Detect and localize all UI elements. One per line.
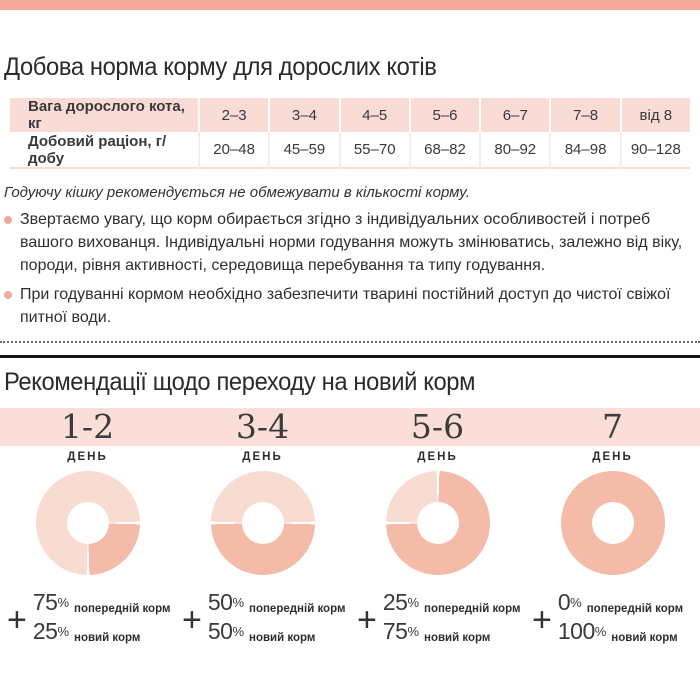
donut-chart-row [0,471,700,575]
prev-pct: 25 [382,589,408,615]
prev-label: попередній корм [424,603,521,615]
notes-list: Звертаємо увагу, що корм обирається згід… [4,208,694,329]
percentage-legend-row: + 75% попередній корм 25% новий корм + 5… [0,591,700,649]
new-label: новий корм [611,632,678,644]
table-cell: 68–82 [410,132,480,169]
table-cell: 55–70 [340,132,409,169]
legend-day-1-2: + 75% попередній корм 25% новий корм [0,591,175,649]
day-word: ДЕНЬ [417,451,458,463]
legend-day-3-4: + 50% попередній корм 50% новий корм [175,591,350,649]
percent-sign: % [594,624,607,639]
new-pct: 50 [207,618,233,644]
legend-day-5-6: + 25% попередній корм 75% новий корм [350,591,525,649]
bullet-dot-icon [4,216,12,224]
prev-label: попередній корм [74,603,171,615]
table-header-col: 5–6 [410,98,480,132]
donut-chart-day-5-6 [385,471,490,575]
list-item: Звертаємо увагу, що корм обирається згід… [4,208,694,277]
bullet-dot-icon [4,291,12,299]
day-number: 1-2 [60,407,115,446]
table-header-col: 6–7 [481,98,550,132]
nursing-cat-note: Годуючу кішку рекомендується не обмежува… [4,184,470,201]
table-header-col: 4–5 [340,98,409,132]
plus-icon: + [357,601,377,639]
prev-pct: 0 [557,589,571,615]
new-pct: 25 [32,618,58,644]
percent-sign: % [570,595,582,610]
table-cell: 20–48 [200,132,269,169]
table-cell: 45–59 [270,132,339,169]
section1-title: Добова норма корму для дорослих котів [4,53,437,81]
prev-label: попередній корм [586,603,684,615]
section-divider [0,355,700,358]
table-header-col: 2–3 [200,98,269,132]
day-number: 5-6 [410,407,465,446]
top-accent-bar [0,0,700,10]
day-word: ДЕНЬ [592,451,633,463]
new-pct: 100 [557,618,595,644]
bullet-text: При годуванні кормом необхідно забезпечи… [20,286,671,326]
legend-day-7: + 0% попередній корм 100% новий корм [525,591,700,649]
day-number: 7 [602,407,623,446]
donut-chart-day-3-4 [210,471,315,575]
new-pct: 75 [382,618,408,644]
day-number: 3-4 [235,407,290,446]
prev-pct: 75 [32,589,58,615]
new-label: новий корм [249,632,316,644]
percent-sign: % [57,624,70,639]
percent-sign: % [407,624,420,639]
plus-icon: + [182,601,202,639]
table-header-col: 7–8 [551,98,620,132]
percent-sign: % [57,595,70,610]
section2-title: Рекомендації щодо переходу на новий корм [4,368,476,396]
prev-pct: 50 [207,589,233,615]
day-word: ДЕНЬ [67,451,108,463]
percent-sign: % [232,595,245,610]
donut-chart-day-7 [560,471,665,575]
table-header-col: 3–4 [270,98,339,132]
feeding-table: Вага дорослого кота, кг 2–3 3–4 4–5 5–6 … [10,98,690,169]
donut-chart-day-1-2 [35,471,140,575]
prev-label: попередній корм [249,603,346,615]
percent-sign: % [407,595,420,610]
dotted-divider [0,341,700,343]
new-label: новий корм [424,632,491,644]
new-label: новий корм [74,632,141,644]
bullet-text: Звертаємо увагу, що корм обирається згід… [20,211,683,274]
day-number-band: 1-2 3-4 5-6 7 [0,408,700,446]
table-cell: 84–98 [551,132,620,169]
table-cell: 80–92 [481,132,550,169]
table-header-col: від 8 [621,98,690,132]
plus-icon: + [532,601,552,639]
list-item: При годуванні кормом необхідно забезпечи… [4,283,694,329]
table-cell: 90–128 [621,132,690,169]
table-header-weight: Вага дорослого кота, кг [10,98,198,132]
day-word-row: ДЕНЬ ДЕНЬ ДЕНЬ ДЕНЬ [0,451,700,463]
day-word: ДЕНЬ [242,451,283,463]
table-row-label: Добовий раціон, г/добу [10,132,198,169]
plus-icon: + [7,601,27,639]
percent-sign: % [232,624,245,639]
